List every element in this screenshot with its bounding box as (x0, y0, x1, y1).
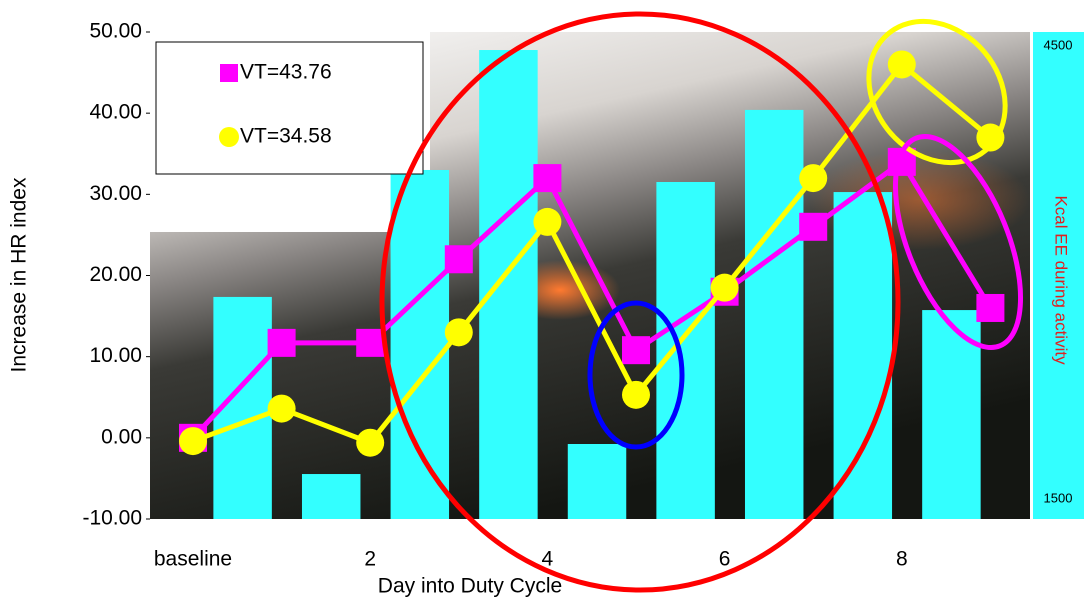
legend-label: VT=43.76 (240, 61, 332, 84)
y2-tick-label: 1500 (1044, 490, 1073, 505)
chart: VT=43.76 VT=34.58 Day into Duty Cycle Inc… (0, 0, 1084, 599)
y-tick-label: 30.00 (89, 182, 142, 205)
bar (745, 110, 803, 519)
marker (533, 208, 561, 236)
bar (656, 182, 714, 519)
marker (356, 329, 384, 357)
bar (568, 444, 626, 519)
x-tick-label: 6 (719, 548, 731, 571)
bar (834, 192, 892, 519)
y-tick-label: 10.00 (89, 344, 142, 367)
marker (179, 427, 207, 455)
x-tick-label: 2 (364, 548, 376, 571)
marker (976, 294, 1004, 322)
marker (533, 164, 561, 192)
marker (445, 245, 473, 273)
bar (479, 50, 537, 519)
marker (268, 395, 296, 423)
marker (799, 213, 827, 241)
x-tick-label: 4 (542, 548, 554, 571)
y-tick-label: 50.00 (89, 20, 142, 43)
y-tick-label: -10.00 (82, 507, 142, 530)
marker (622, 381, 650, 409)
x-tick-label: baseline (154, 548, 232, 571)
marker (268, 329, 296, 357)
bar (391, 170, 449, 519)
y-tick-label: 20.00 (89, 263, 142, 286)
marker (622, 336, 650, 364)
legend-marker (219, 127, 239, 147)
marker (356, 429, 384, 457)
y2-axis-label: Kcal EE during activity (1052, 195, 1071, 365)
legend-label: VT=34.58 (240, 125, 332, 148)
marker (888, 50, 916, 78)
bar (302, 474, 360, 519)
y-tick-label: 0.00 (101, 425, 142, 448)
marker (711, 274, 739, 302)
legend-marker (220, 64, 238, 82)
y2-tick-label: 4500 (1044, 37, 1073, 52)
y-tick-label: 40.00 (89, 101, 142, 124)
marker (799, 164, 827, 192)
y-axis-label: Increase in HR index (8, 177, 31, 372)
x-axis-label: Day into Duty Cycle (378, 575, 562, 598)
marker (445, 318, 473, 346)
x-tick-label: 8 (896, 548, 908, 571)
